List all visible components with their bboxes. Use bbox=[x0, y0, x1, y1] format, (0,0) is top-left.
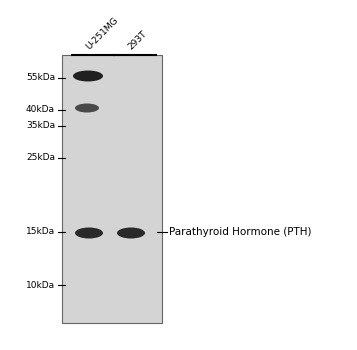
Text: U-251MG: U-251MG bbox=[85, 15, 120, 51]
Text: 40kDa: 40kDa bbox=[26, 105, 55, 114]
Text: 55kDa: 55kDa bbox=[26, 74, 55, 83]
Text: 293T: 293T bbox=[127, 29, 149, 51]
Ellipse shape bbox=[75, 228, 103, 238]
Text: 35kDa: 35kDa bbox=[26, 121, 55, 131]
Text: 25kDa: 25kDa bbox=[26, 154, 55, 162]
Text: Parathyroid Hormone (PTH): Parathyroid Hormone (PTH) bbox=[169, 227, 312, 237]
Text: 15kDa: 15kDa bbox=[26, 228, 55, 237]
Ellipse shape bbox=[75, 104, 99, 112]
Text: 10kDa: 10kDa bbox=[26, 280, 55, 289]
Bar bbox=[62, 55, 162, 323]
Ellipse shape bbox=[117, 228, 145, 238]
Ellipse shape bbox=[73, 70, 103, 82]
